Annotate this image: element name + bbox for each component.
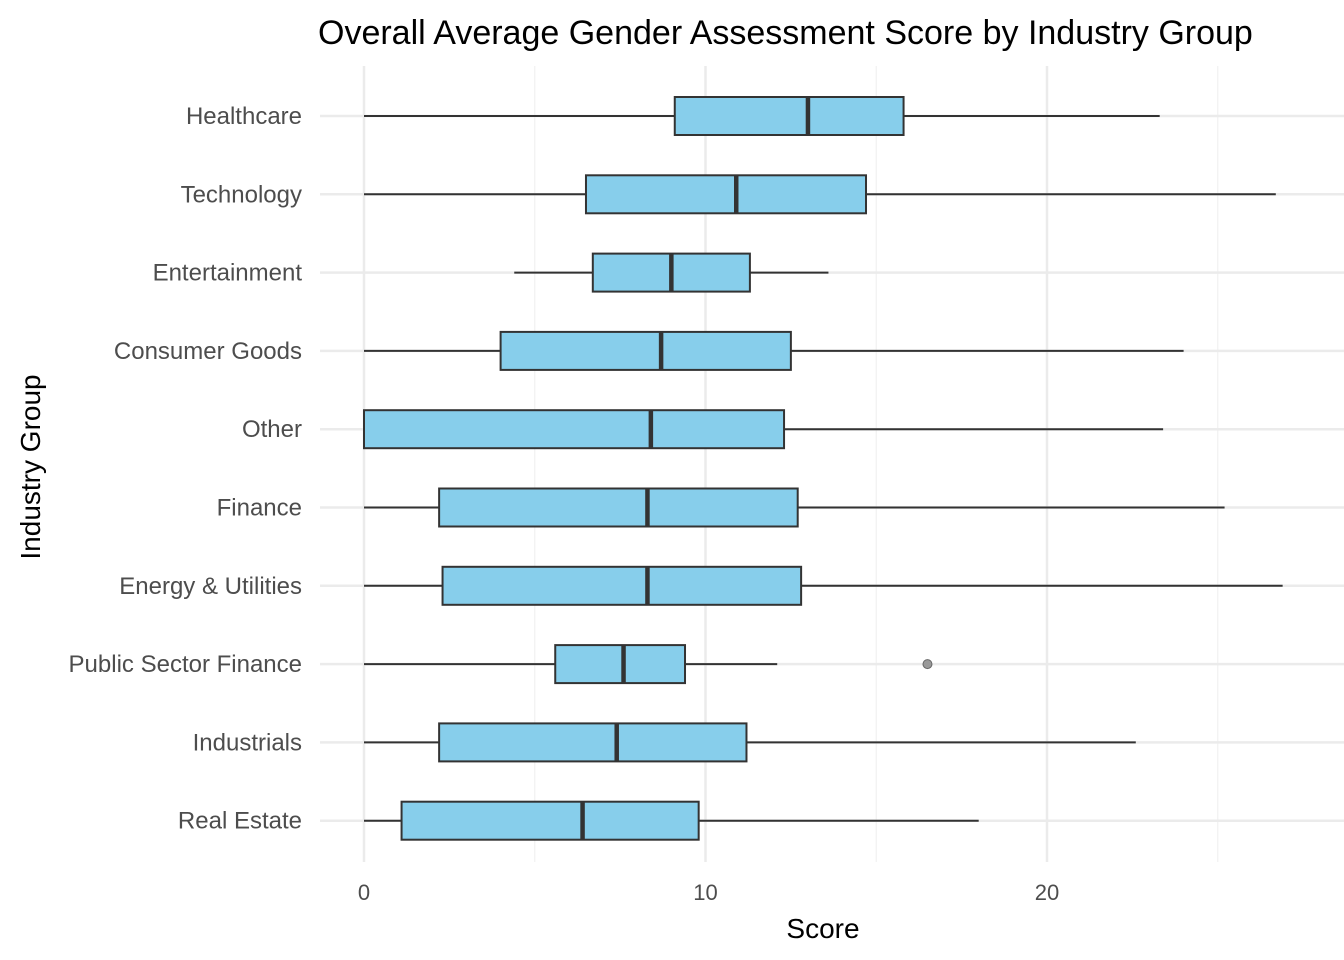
box-group xyxy=(514,252,829,293)
outlier-point xyxy=(922,659,933,670)
category-label: Consumer Goods xyxy=(114,338,302,365)
category-label: Finance xyxy=(217,495,302,522)
iqr-box xyxy=(363,409,786,450)
iqr-box xyxy=(499,330,792,371)
x-tick-label: 10 xyxy=(693,880,717,905)
category-label: Entertainment xyxy=(153,260,303,287)
category-label: Public Sector Finance xyxy=(69,651,302,678)
box-group xyxy=(364,174,1276,215)
box-group xyxy=(364,722,1136,763)
x-tick-label: 20 xyxy=(1035,880,1059,905)
y-axis-title: Industry Group xyxy=(15,374,46,559)
category-label: Other xyxy=(242,416,302,443)
iqr-box xyxy=(438,487,799,528)
x-axis-ticks: 0 10 20 xyxy=(358,880,1059,905)
category-label: Industrials xyxy=(193,729,302,756)
box-layer xyxy=(363,96,1283,841)
chart-title: Overall Average Gender Assessment Score … xyxy=(318,14,1253,52)
iqr-box xyxy=(673,96,905,136)
iqr-box xyxy=(441,565,803,606)
box-group xyxy=(364,487,1225,528)
iqr-box xyxy=(438,722,748,763)
box-group xyxy=(364,644,933,685)
category-label: Technology xyxy=(181,181,302,208)
category-label: Energy & Utilities xyxy=(119,573,302,600)
iqr-box xyxy=(400,800,700,841)
box-group xyxy=(364,565,1283,606)
category-label: Real Estate xyxy=(178,808,302,835)
box-group xyxy=(364,800,979,841)
category-labels: Healthcare Technology Entertainment Consume… xyxy=(69,103,303,835)
box-group xyxy=(364,96,1160,136)
iqr-box xyxy=(554,644,687,685)
iqr-box xyxy=(584,174,868,215)
box-group xyxy=(364,330,1184,371)
box-group xyxy=(363,409,1164,450)
x-tick-label: 0 xyxy=(358,880,370,905)
x-axis-title: Score xyxy=(786,913,859,944)
category-label: Healthcare xyxy=(186,103,302,130)
